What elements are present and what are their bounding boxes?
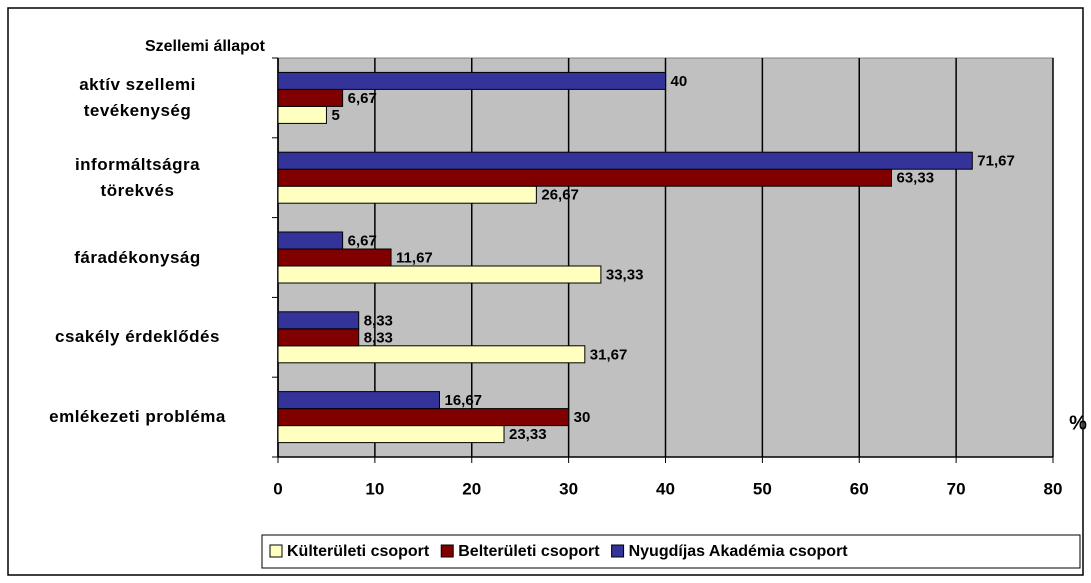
bar xyxy=(277,168,893,187)
bar xyxy=(277,391,440,410)
data-label: 71,67 xyxy=(977,153,1015,170)
bar xyxy=(277,151,973,170)
bar xyxy=(277,425,505,444)
legend: Külterületi csoport Belterületi csoport Ny… xyxy=(261,534,1081,569)
data-label: 6,67 xyxy=(348,232,377,249)
data-label: 63,33 xyxy=(897,170,935,187)
bar xyxy=(277,345,586,364)
x-tick-label: 20 xyxy=(462,479,481,498)
legend-swatch xyxy=(269,544,283,558)
data-label: 31,67 xyxy=(590,346,628,363)
x-axis-label: % xyxy=(1069,412,1087,434)
bar xyxy=(277,311,360,330)
bar xyxy=(277,328,360,347)
y-tick-label: informáltságra törekvés xyxy=(74,154,201,200)
bar xyxy=(277,248,392,267)
x-tick-label: 60 xyxy=(850,479,869,498)
x-tick-label: 10 xyxy=(365,479,384,498)
legend-box xyxy=(261,534,1081,569)
x-tick-label: 40 xyxy=(656,479,675,498)
bar xyxy=(277,71,666,90)
x-tick-label: 50 xyxy=(753,479,772,498)
bar xyxy=(277,265,602,284)
data-label: 6,67 xyxy=(348,90,377,107)
bar xyxy=(277,105,327,124)
x-tick-label: 0 xyxy=(273,479,282,498)
x-tick-label: 80 xyxy=(1044,479,1063,498)
legend-label: Külterületi csoport xyxy=(287,543,430,560)
chart-title: Szellemi állapot xyxy=(145,38,266,55)
data-label: 23,33 xyxy=(509,426,547,443)
legend-label: Belterületi csoport xyxy=(458,543,600,560)
x-tick-label: 70 xyxy=(947,479,966,498)
data-label: 8,33 xyxy=(364,312,393,329)
y-tick-label: aktív szellemi tevékenység xyxy=(79,74,196,120)
legend-label: Nyugdíjas Akadémia csoport xyxy=(629,543,849,560)
data-label: 40 xyxy=(671,73,688,90)
data-label: 11,67 xyxy=(396,249,433,266)
data-label: 5 xyxy=(331,107,339,124)
data-label: 8,33 xyxy=(364,329,393,346)
bar xyxy=(277,408,570,427)
y-tick-label: csakély érdeklődés xyxy=(55,327,220,347)
y-tick-label: fáradékonyság xyxy=(74,247,201,267)
legend-swatch xyxy=(440,544,454,558)
y-tick-label: emlékezeti probléma xyxy=(49,407,226,427)
bar xyxy=(277,231,344,250)
data-label: 16,67 xyxy=(444,392,482,409)
data-label: 26,67 xyxy=(541,187,579,204)
bar xyxy=(277,185,537,204)
bar xyxy=(277,88,344,107)
legend-swatch xyxy=(611,544,625,558)
data-label: 33,33 xyxy=(606,266,644,283)
x-tick-label: 30 xyxy=(559,479,578,498)
data-label: 30 xyxy=(574,409,591,426)
